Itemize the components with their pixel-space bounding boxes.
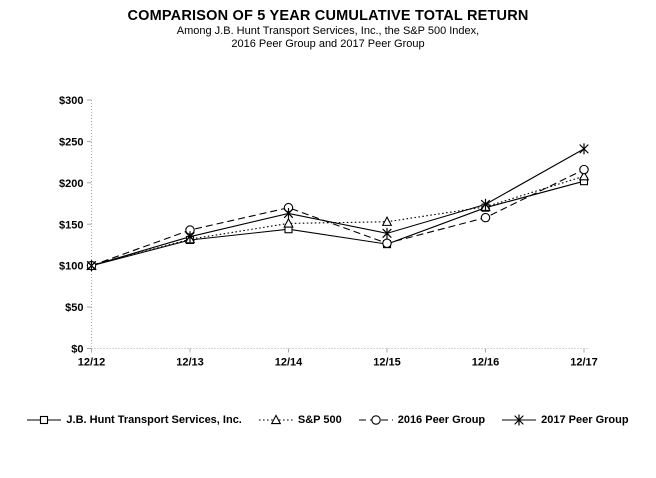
- svg-text:$100: $100: [59, 261, 83, 273]
- legend-label: 2017 Peer Group: [541, 414, 629, 426]
- legend-label: J.B. Hunt Transport Services, Inc.: [66, 414, 242, 426]
- svg-text:12/14: 12/14: [275, 357, 303, 369]
- svg-text:$0: $0: [71, 344, 83, 356]
- svg-text:12/17: 12/17: [570, 357, 598, 369]
- circle-marker-icon: [358, 415, 393, 425]
- chart-subtitle-line1: Among J.B. Hunt Transport Services, Inc.…: [176, 25, 480, 37]
- legend-item: J.B. Hunt Transport Services, Inc.: [27, 414, 242, 426]
- legend: J.B. Hunt Transport Services, Inc. S&P 5…: [0, 414, 656, 426]
- svg-text:$150: $150: [59, 219, 83, 231]
- svg-text:$50: $50: [65, 302, 83, 314]
- legend-item: 2017 Peer Group: [502, 414, 629, 426]
- legend-label: 2016 Peer Group: [397, 414, 486, 426]
- legend-label: S&P 500: [297, 414, 342, 426]
- square-marker-icon: [27, 415, 62, 425]
- chart-plot: $0 $50 $100 $150 $200 $250 $300 12/12 12/13 12/14…: [59, 95, 598, 369]
- svg-text:$200: $200: [59, 178, 83, 190]
- svg-text:$300: $300: [59, 95, 83, 107]
- svg-text:12/16: 12/16: [472, 357, 500, 369]
- svg-text:$250: $250: [59, 136, 83, 148]
- legend-item: 2016 Peer Group: [358, 414, 486, 426]
- legend-item: S&P 500: [258, 414, 342, 426]
- chart-header: COMPARISON OF 5 YEAR CUMULATIVE TOTAL RE…: [0, 8, 656, 51]
- triangle-marker-icon: [258, 414, 293, 425]
- chart-title: COMPARISON OF 5 YEAR CUMULATIVE TOTAL RE…: [127, 8, 529, 24]
- svg-text:12/15: 12/15: [373, 357, 401, 369]
- svg-text:12/12: 12/12: [78, 357, 106, 369]
- svg-text:12/13: 12/13: [176, 357, 204, 369]
- star-marker-icon: [502, 414, 537, 426]
- chart-subtitle-line2: 2016 Peer Group and 2017 Peer Group: [231, 38, 425, 50]
